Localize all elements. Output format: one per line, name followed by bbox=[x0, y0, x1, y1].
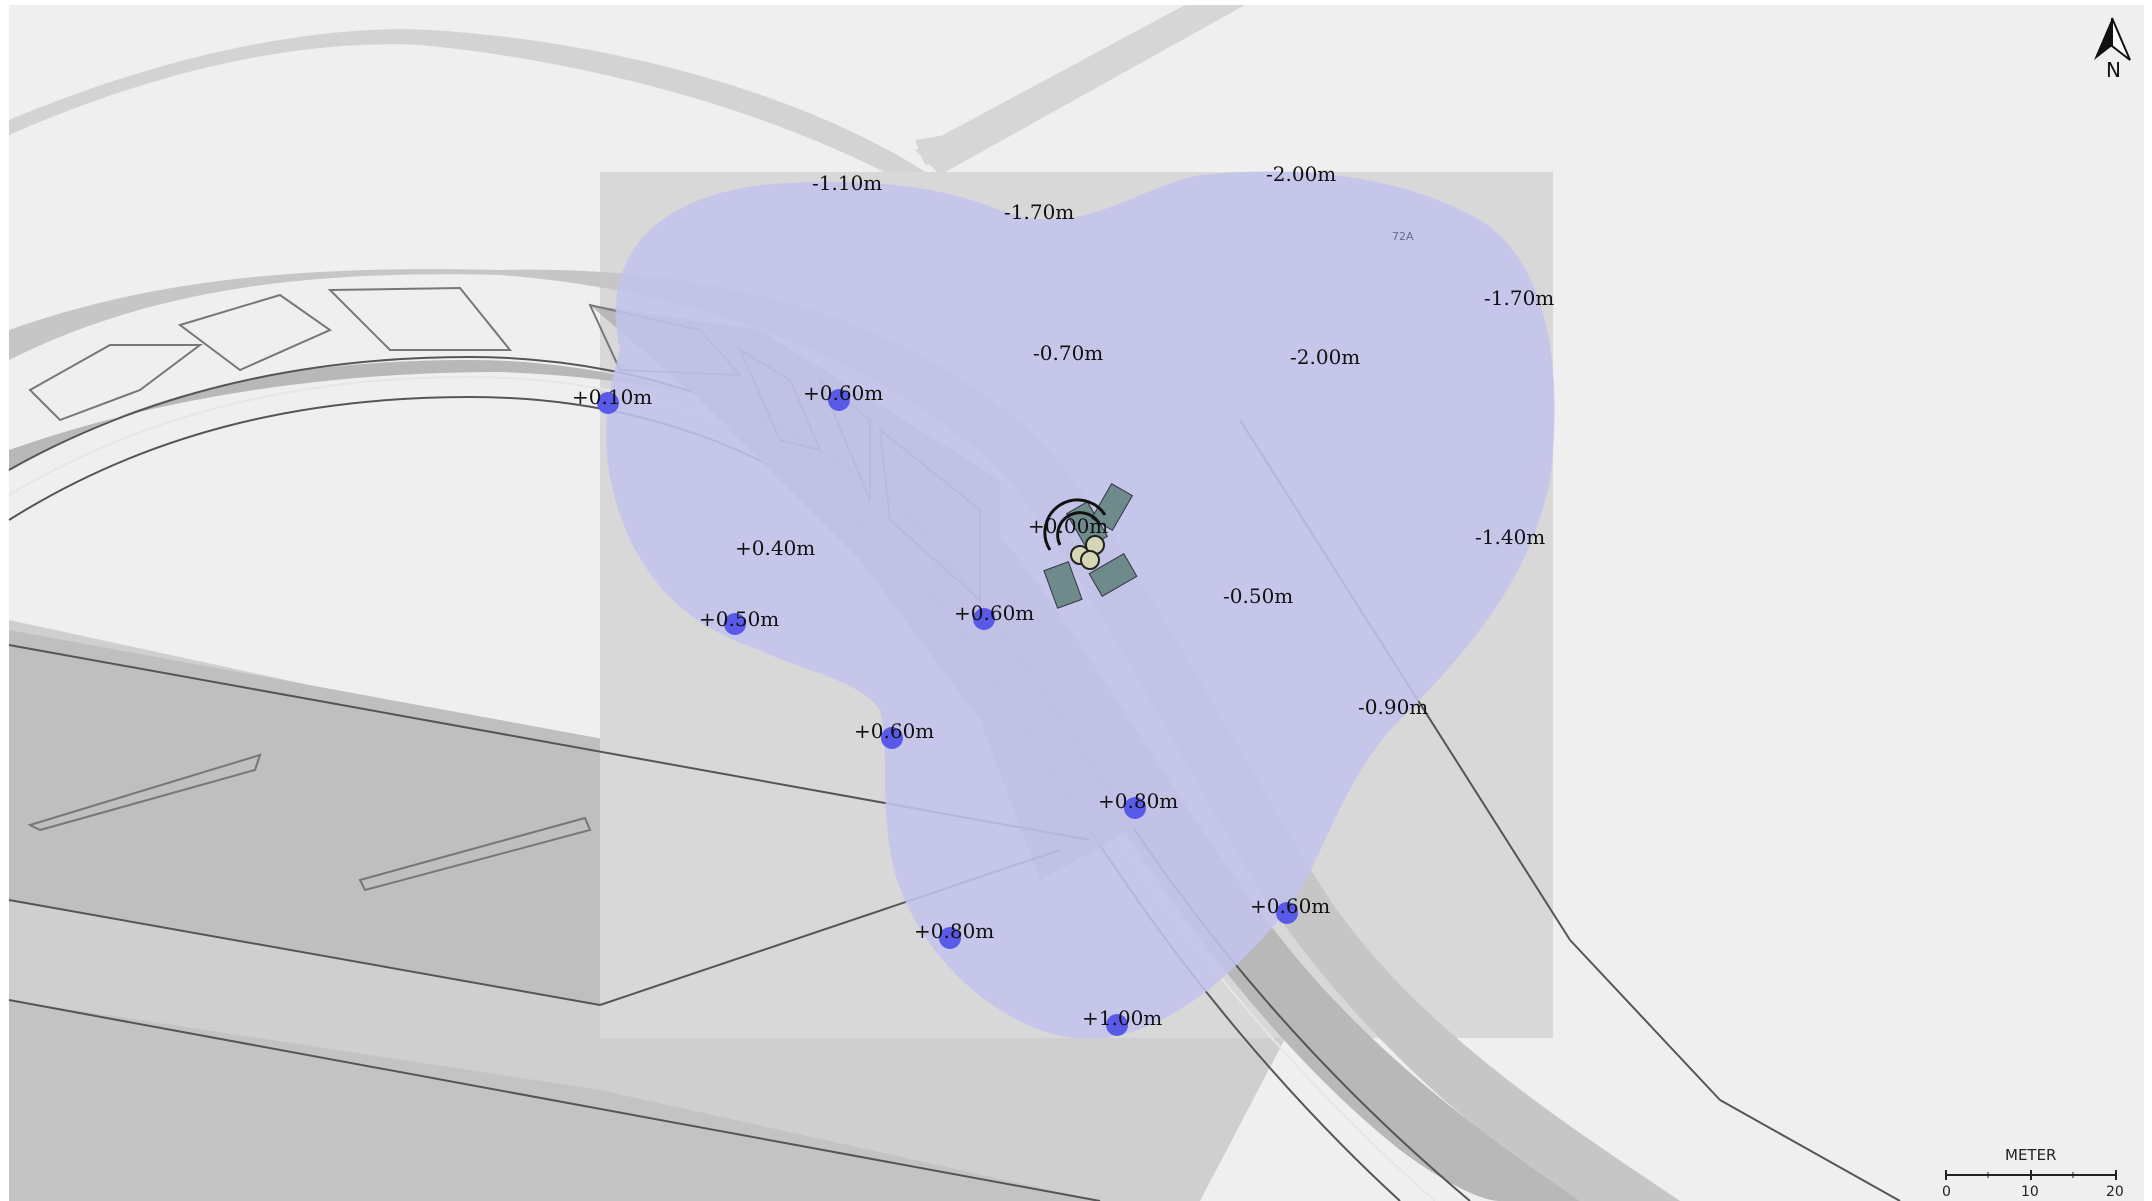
measurement-label: +0.60m bbox=[803, 381, 883, 405]
main-road-band bbox=[9, 269, 1680, 1201]
measurement-label: -2.00m bbox=[1266, 162, 1336, 186]
scale-unit: METER bbox=[2005, 1146, 2056, 1164]
scale-tick-0: 0 bbox=[1942, 1184, 1951, 1200]
measurement-label: +1.00m bbox=[1082, 1006, 1162, 1030]
measurement-label: -0.50m bbox=[1223, 584, 1293, 608]
measurement-label: +0.10m bbox=[572, 385, 652, 409]
measurement-label: +0.80m bbox=[1098, 789, 1178, 813]
measurement-label: -1.10m bbox=[812, 171, 882, 195]
scale-tick-10: 10 bbox=[2021, 1184, 2039, 1200]
measurement-label: +0.60m bbox=[954, 601, 1034, 625]
measurement-label: +0.60m bbox=[854, 719, 934, 743]
service-road bbox=[915, 5, 1245, 175]
measurement-label: -2.00m bbox=[1290, 345, 1360, 369]
measurement-marker[interactable] bbox=[724, 613, 746, 635]
measurement-marker[interactable] bbox=[973, 608, 995, 630]
measurement-marker[interactable] bbox=[939, 927, 961, 949]
measurement-label: -0.70m bbox=[1033, 341, 1103, 365]
road-inner bbox=[9, 360, 1580, 1201]
building-label: 72A bbox=[1392, 230, 1414, 243]
measurement-label: +0.40m bbox=[735, 536, 815, 560]
scale-tick-20: 20 bbox=[2106, 1184, 2124, 1200]
measurement-marker[interactable] bbox=[881, 727, 903, 749]
north-arrow-icon: N bbox=[2094, 17, 2131, 82]
measurement-label: +0.50m bbox=[699, 607, 779, 631]
coverage-area bbox=[606, 171, 1555, 1039]
measurement-marker[interactable] bbox=[597, 392, 619, 414]
measurement-marker[interactable] bbox=[828, 389, 850, 411]
north-label: N bbox=[2106, 58, 2121, 82]
measurement-label: -0.90m bbox=[1358, 695, 1428, 719]
measurement-label: -1.70m bbox=[1484, 286, 1554, 310]
measurement-marker[interactable] bbox=[1276, 902, 1298, 924]
gnss-station-icon bbox=[1043, 482, 1138, 609]
measurement-marker[interactable] bbox=[1106, 1014, 1128, 1036]
measurement-label: +0.00m bbox=[1028, 514, 1108, 538]
scale-bar: METER 0 10 20 bbox=[1942, 1146, 2124, 1200]
road-stub bbox=[915, 135, 955, 165]
measurement-marker[interactable] bbox=[1124, 797, 1146, 819]
measurement-label: -1.40m bbox=[1475, 525, 1545, 549]
measurement-label: +0.80m bbox=[914, 919, 994, 943]
measurement-label: +0.60m bbox=[1250, 894, 1330, 918]
measurement-layer: -1.10m -1.70m -2.00m -1.70m -0.70m -2.00m +0.1… bbox=[572, 162, 1554, 1036]
measurement-label: -1.70m bbox=[1004, 200, 1074, 224]
